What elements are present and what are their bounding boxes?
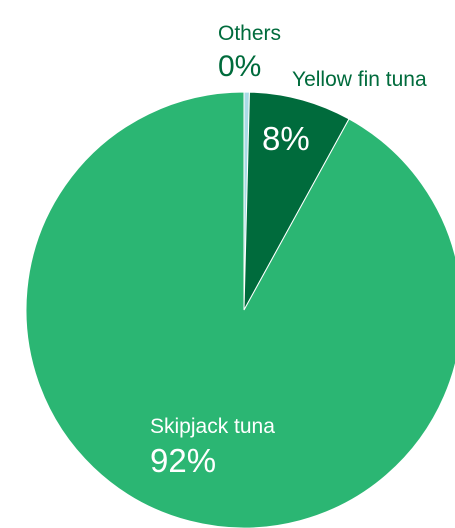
skipjack-value: 92%: [150, 442, 216, 479]
skipjack-label: Skipjack tuna: [150, 415, 275, 438]
yellowfin-value: 8%: [262, 120, 310, 157]
others-value: 0%: [218, 50, 261, 83]
others-label: Others: [218, 22, 281, 45]
yellowfin-label: Yellow fin tuna: [292, 68, 427, 91]
pie-slice-yellow-fin-tuna: [243, 91, 350, 311]
pie-slices: [25, 91, 455, 528]
pie-slice-skipjack-tuna: [25, 91, 455, 528]
